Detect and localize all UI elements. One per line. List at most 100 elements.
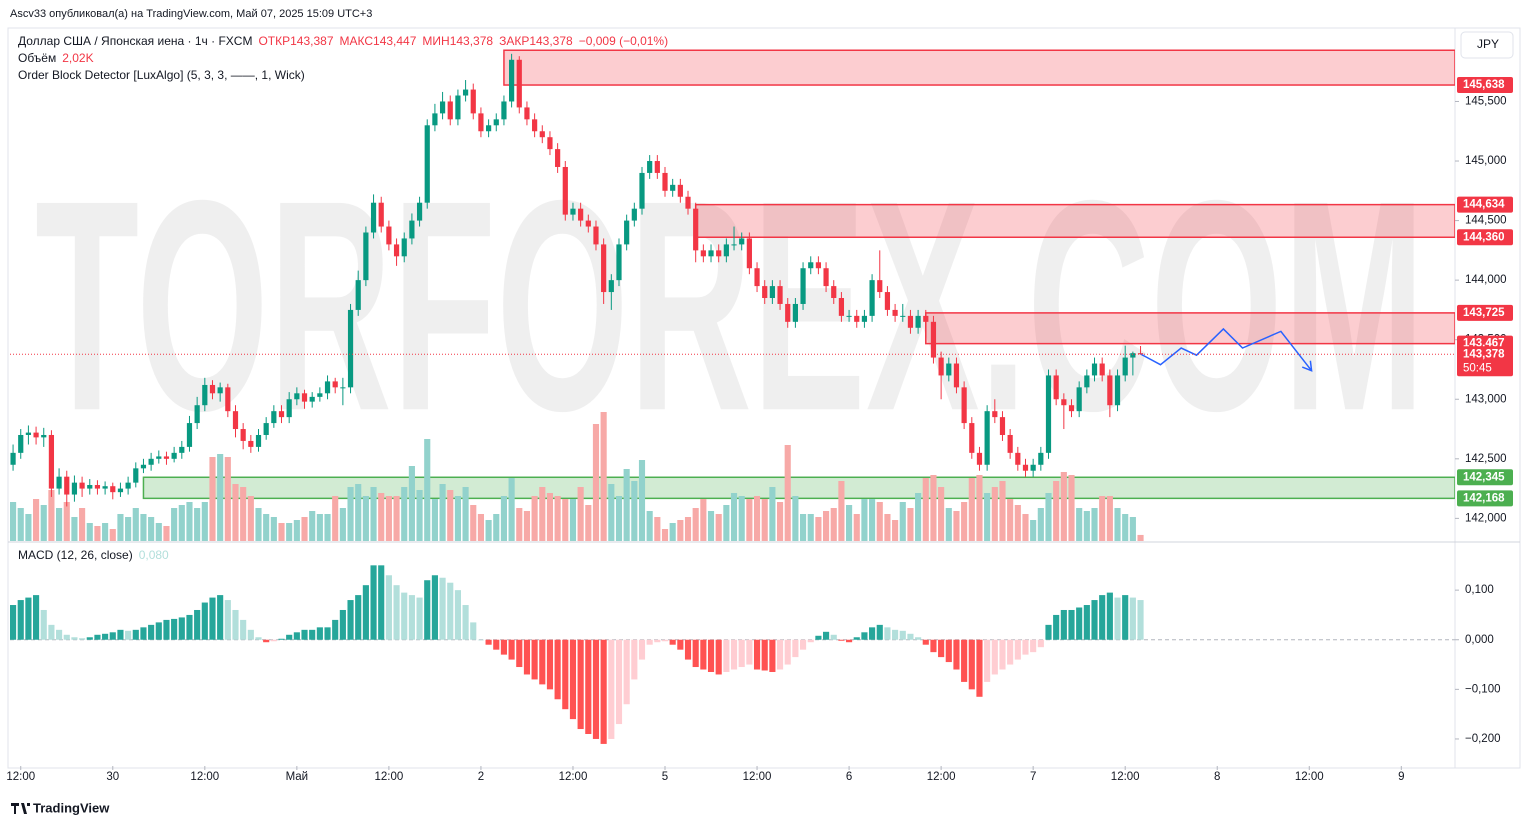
macd-bar	[1030, 639, 1037, 653]
candle-body	[700, 250, 706, 257]
volume-bar	[1122, 514, 1129, 541]
macd-bar	[33, 595, 40, 640]
candle-body	[608, 280, 614, 293]
volume-bar	[309, 511, 316, 541]
candle-body	[585, 220, 591, 227]
volume-bar	[401, 487, 408, 541]
volume-bar	[753, 496, 761, 541]
macd-bar	[646, 639, 653, 645]
macd-bar	[1068, 609, 1075, 640]
macd-bar	[830, 634, 837, 640]
candle-body	[370, 202, 377, 233]
candle-body	[202, 384, 208, 406]
candle-body	[110, 486, 116, 493]
macd-bar	[163, 619, 170, 640]
candle-body	[340, 387, 346, 389]
macd-bar	[738, 639, 745, 668]
candle-body	[1045, 375, 1052, 453]
macd-bar	[654, 639, 661, 643]
volume-bar	[477, 514, 484, 541]
volume-bar	[462, 487, 469, 541]
macd-bar	[592, 639, 600, 739]
volume-bar	[922, 478, 929, 541]
candle-body	[439, 101, 446, 114]
macd-bar	[1060, 609, 1067, 640]
macd-bar	[393, 585, 400, 640]
macd-bar	[516, 639, 523, 668]
volume-bar	[1106, 496, 1113, 541]
candle-body	[501, 101, 507, 120]
y-tick-label: 144,500	[1465, 215, 1507, 227]
macd-bar	[922, 639, 929, 645]
macd-bar	[263, 639, 270, 643]
macd-bar	[938, 639, 945, 658]
order-block	[925, 312, 1455, 345]
macd-bar	[638, 639, 646, 660]
volume-bar	[945, 508, 952, 541]
volume-bar	[270, 517, 277, 541]
macd-bar	[140, 627, 147, 640]
candle-body	[846, 315, 852, 317]
order-block	[142, 476, 1455, 500]
candle-body	[148, 458, 154, 465]
candle-body	[800, 268, 806, 304]
volume-bar	[654, 517, 661, 541]
volume-bar	[677, 520, 684, 541]
candle-body	[378, 202, 384, 227]
candle-body	[79, 482, 85, 489]
candle-body	[677, 184, 683, 197]
candle-body	[41, 434, 47, 438]
macd-bar	[309, 629, 316, 640]
macd-bar	[792, 639, 799, 658]
macd-bar	[546, 639, 554, 690]
volume-bar	[1014, 505, 1021, 541]
volume-bar	[201, 502, 208, 541]
candle-body	[248, 440, 254, 447]
candle-body	[547, 137, 553, 150]
candle-body	[601, 244, 607, 293]
candle-body	[693, 208, 699, 251]
macd-tick-label: 0,100	[1465, 584, 1494, 596]
macd-bar	[178, 617, 185, 640]
macd-bar	[17, 600, 24, 640]
volume-bar	[293, 520, 300, 541]
volume-bar	[869, 499, 876, 541]
candle-body	[209, 384, 216, 394]
macd-bar	[823, 631, 830, 640]
volume-bar	[539, 487, 546, 541]
macd-bar	[240, 619, 247, 640]
macd-bar	[746, 639, 753, 665]
candle-body	[869, 280, 875, 316]
candle-body	[731, 244, 737, 246]
macd-bar	[362, 585, 369, 640]
macd-bar	[892, 629, 899, 640]
volume-bar	[646, 511, 653, 541]
volume-bar	[592, 424, 600, 541]
macd-bar	[577, 639, 584, 730]
macd-bar	[1076, 607, 1083, 640]
macd-bar	[677, 639, 684, 650]
macd-bar	[293, 632, 300, 640]
volume-bar	[102, 523, 109, 541]
candle-body	[462, 89, 469, 96]
macd-bar	[408, 595, 415, 640]
macd-bar	[684, 639, 692, 660]
macd-bar	[569, 639, 577, 720]
volume-bar	[707, 511, 715, 541]
x-tick-label: 8	[1214, 771, 1220, 783]
macd-bar	[224, 600, 231, 640]
volume-bar	[792, 496, 799, 541]
macd-bar	[171, 618, 178, 640]
volume-bar	[117, 514, 124, 541]
candle-body	[424, 125, 430, 203]
currency-box[interactable]	[1460, 31, 1514, 59]
macd-bar	[316, 627, 323, 640]
forecast-arrowhead	[1301, 360, 1313, 372]
x-tick-label: 2	[478, 771, 484, 783]
macd-bar	[661, 639, 669, 642]
candle-body	[631, 208, 637, 221]
price-label-box	[1457, 490, 1513, 507]
macd-bar	[1014, 639, 1021, 660]
macd-bar	[109, 632, 116, 640]
volume-bar	[1129, 517, 1136, 541]
